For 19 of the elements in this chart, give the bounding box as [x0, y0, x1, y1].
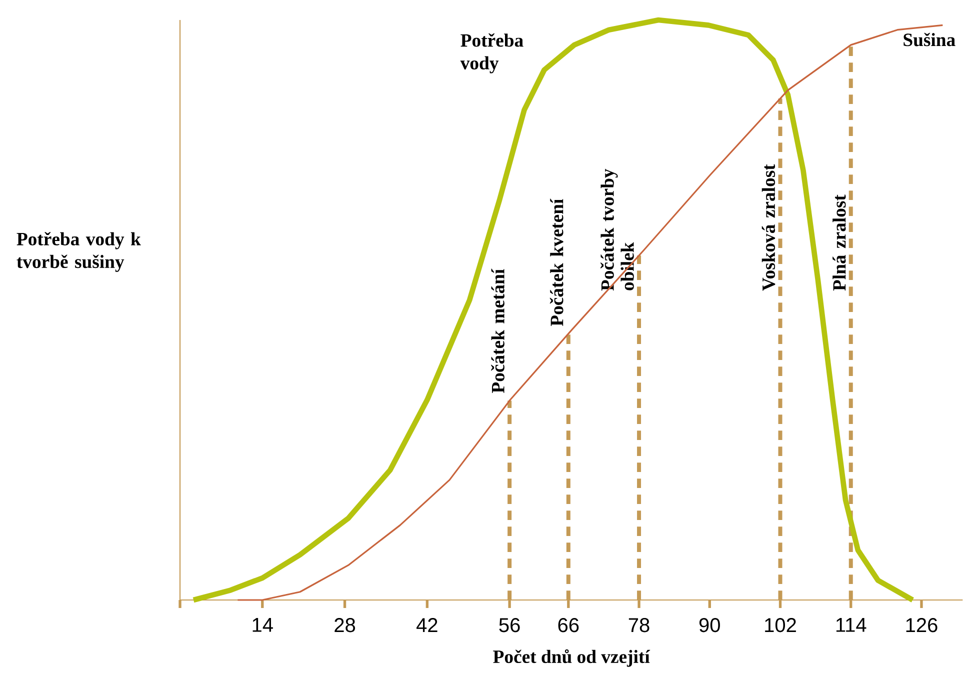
- y-axis-title: Potřeba vody k tvorbě sušiny: [16, 232, 141, 272]
- x-tick-label: 56: [499, 618, 520, 632]
- x-tick-label: 90: [699, 618, 720, 632]
- ref-line-label: Počátek kvetení: [550, 198, 564, 326]
- x-tick-label: 42: [416, 618, 438, 632]
- x-tick-label: 102: [765, 618, 796, 632]
- x-tick-label: 14: [252, 618, 273, 632]
- ref-line-label: Počátek tvorby obilek: [600, 168, 634, 291]
- x-tick-label: 28: [334, 618, 356, 632]
- series-label: Sušina: [904, 32, 956, 46]
- x-tick-label: 114: [836, 618, 866, 632]
- ref-line-label: Vosková zralost: [762, 164, 776, 291]
- ref-line-label: Počátek metání: [491, 268, 504, 393]
- series-label: Potřeba vody: [460, 33, 524, 74]
- x-tick-label: 66: [558, 618, 579, 632]
- x-tick-label: 78: [628, 618, 650, 632]
- x-axis-title: Počet dnů od vzejití: [493, 649, 650, 667]
- ref-line-label: Plná zralost: [832, 194, 846, 291]
- x-tick-label: 126: [906, 618, 938, 632]
